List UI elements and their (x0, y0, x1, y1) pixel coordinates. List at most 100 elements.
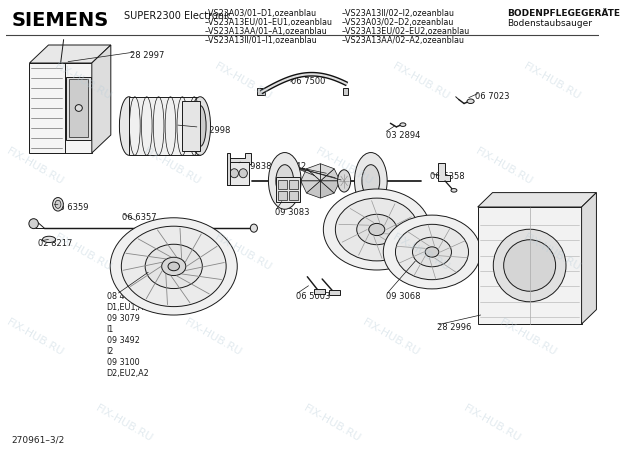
Text: 28 2997: 28 2997 (130, 51, 165, 60)
Ellipse shape (268, 153, 301, 209)
Text: –VS23A13EU/01–EU1,ozeanblau: –VS23A13EU/01–EU1,ozeanblau (205, 18, 333, 27)
Text: FIX-HUB.RU: FIX-HUB.RU (361, 317, 422, 358)
Polygon shape (438, 163, 450, 181)
Text: BODENPFLEGEGERÄTE: BODENPFLEGEGERÄTE (508, 9, 620, 18)
Text: 03 2894: 03 2894 (385, 130, 420, 140)
Ellipse shape (190, 97, 211, 155)
Polygon shape (227, 153, 251, 164)
Bar (258, 88, 265, 95)
Text: 270961–3/2: 270961–3/2 (11, 436, 65, 445)
Ellipse shape (494, 229, 566, 302)
Bar (343, 88, 348, 95)
Text: 14 1042: 14 1042 (272, 162, 306, 171)
Bar (478, 207, 581, 324)
Text: FIX-HUB.RU: FIX-HUB.RU (522, 232, 583, 272)
Text: 06 7500: 06 7500 (291, 76, 325, 86)
Text: FIX-HUB.RU: FIX-HUB.RU (53, 61, 113, 101)
Text: 06 7023: 06 7023 (474, 92, 509, 101)
Polygon shape (307, 181, 321, 198)
Ellipse shape (251, 224, 258, 232)
Ellipse shape (53, 198, 64, 211)
Text: FIX-HUB.RU: FIX-HUB.RU (498, 317, 558, 358)
Text: 06 6358: 06 6358 (430, 172, 465, 181)
Ellipse shape (362, 165, 380, 197)
Text: FIX-HUB.RU: FIX-HUB.RU (53, 232, 113, 272)
Text: 06 5003: 06 5003 (296, 292, 331, 301)
Text: FIX-HUB.RU: FIX-HUB.RU (213, 61, 273, 101)
Bar (129, 97, 200, 155)
Polygon shape (321, 181, 335, 198)
Ellipse shape (357, 214, 397, 245)
Ellipse shape (276, 165, 294, 197)
Ellipse shape (425, 247, 439, 257)
Text: FIX-HUB.RU: FIX-HUB.RU (5, 146, 66, 187)
Polygon shape (581, 193, 597, 324)
Text: Bodenstaubsauger: Bodenstaubsauger (508, 19, 592, 28)
Ellipse shape (354, 153, 387, 209)
Text: 06 6359: 06 6359 (55, 203, 89, 212)
Text: SIEMENS: SIEMENS (11, 11, 109, 30)
Ellipse shape (230, 169, 238, 178)
Text: 09 3083: 09 3083 (275, 208, 309, 217)
Text: –VS23A13EU/02–EU2,ozeanblau: –VS23A13EU/02–EU2,ozeanblau (341, 27, 469, 36)
Text: FIX-HUB.RU: FIX-HUB.RU (462, 403, 523, 443)
Ellipse shape (43, 236, 55, 243)
Polygon shape (92, 45, 111, 153)
Text: FIX-HUB.RU: FIX-HUB.RU (474, 146, 535, 187)
Text: 28 2996: 28 2996 (437, 323, 471, 332)
Text: 05 9838: 05 9838 (237, 162, 272, 171)
Ellipse shape (396, 224, 469, 280)
Ellipse shape (29, 219, 38, 229)
Text: –VS23A13II/01–I1,ozeanblau: –VS23A13II/01–I1,ozeanblau (205, 36, 317, 45)
Text: –VS23A03/01–D1,ozeanblau: –VS23A03/01–D1,ozeanblau (205, 9, 317, 18)
Bar (276, 177, 300, 202)
Ellipse shape (467, 99, 474, 104)
Bar (278, 191, 287, 200)
Text: 02 8217: 02 8217 (38, 239, 73, 248)
Bar (183, 101, 200, 151)
Text: FIX-HUB.RU: FIX-HUB.RU (391, 232, 452, 272)
Ellipse shape (194, 105, 206, 147)
Ellipse shape (451, 189, 457, 192)
Text: 28 2998: 28 2998 (196, 126, 230, 135)
Ellipse shape (400, 123, 406, 126)
Ellipse shape (239, 169, 247, 178)
Bar (289, 180, 298, 189)
Ellipse shape (121, 226, 226, 306)
Ellipse shape (120, 97, 139, 155)
Text: 08 4627
D1,EU1,A1
09 3079
I1
09 3492
I2
09 3100
D2,EU2,A2: 08 4627 D1,EU1,A1 09 3079 I1 09 3492 I2 … (107, 292, 149, 378)
Polygon shape (307, 164, 321, 181)
Ellipse shape (413, 237, 452, 267)
Ellipse shape (338, 170, 350, 192)
Ellipse shape (162, 257, 186, 275)
Polygon shape (321, 164, 335, 181)
Text: FIX-HUB.RU: FIX-HUB.RU (5, 317, 66, 358)
Polygon shape (321, 169, 340, 181)
Polygon shape (478, 193, 597, 207)
Ellipse shape (110, 218, 237, 315)
Bar (69, 79, 88, 137)
Text: 09 3068: 09 3068 (385, 292, 420, 301)
Bar (329, 290, 340, 295)
Bar (29, 63, 92, 153)
Text: –VS23A13AA/02–A2,ozeanblau: –VS23A13AA/02–A2,ozeanblau (341, 36, 464, 45)
Ellipse shape (145, 244, 202, 288)
Ellipse shape (504, 240, 556, 291)
Text: FIX-HUB.RU: FIX-HUB.RU (522, 61, 583, 101)
Polygon shape (227, 153, 230, 184)
Text: FIX-HUB.RU: FIX-HUB.RU (314, 146, 375, 187)
Polygon shape (29, 45, 111, 63)
Ellipse shape (384, 215, 481, 289)
Text: FIX-HUB.RU: FIX-HUB.RU (142, 146, 202, 187)
Polygon shape (301, 169, 321, 181)
Text: –VS23A13II/02–I2,ozeanblau: –VS23A13II/02–I2,ozeanblau (341, 9, 454, 18)
Text: FIX-HUB.RU: FIX-HUB.RU (94, 403, 155, 443)
Ellipse shape (369, 223, 385, 236)
Polygon shape (227, 162, 249, 184)
Ellipse shape (55, 200, 61, 208)
Bar (314, 289, 325, 294)
Ellipse shape (168, 262, 179, 271)
Bar (289, 191, 298, 200)
Text: –VS23A03/02–D2,ozeanblau: –VS23A03/02–D2,ozeanblau (341, 18, 453, 27)
Text: SUPER2300 Electronic: SUPER2300 Electronic (125, 11, 233, 21)
